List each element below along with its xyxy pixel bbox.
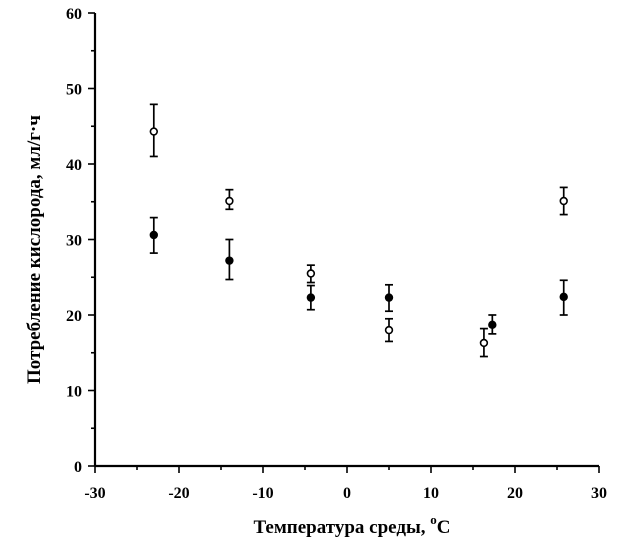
data-point-filled bbox=[149, 230, 158, 240]
series-open-circle bbox=[149, 103, 568, 358]
axes bbox=[93, 13, 599, 468]
y-axis-title: Потребление кислорода, мл/г·ч bbox=[24, 115, 45, 384]
x-tick-label: 30 bbox=[591, 485, 607, 502]
data-point-filled bbox=[559, 292, 568, 302]
y-tick-label: 10 bbox=[66, 384, 82, 401]
y-tick-label: 30 bbox=[66, 233, 82, 250]
data-point-open bbox=[559, 196, 568, 206]
x-axis-title-degree: o bbox=[430, 512, 437, 527]
x-tick-label: -20 bbox=[168, 485, 189, 502]
data-point-filled bbox=[306, 293, 316, 302]
y-tick-label: 0 bbox=[74, 459, 82, 476]
data-point-open bbox=[306, 269, 316, 278]
x-axis-title-unit: C bbox=[437, 517, 451, 538]
plot-series bbox=[149, 103, 568, 358]
x-axis-title: Температура среды, oC bbox=[253, 512, 450, 538]
x-tick-label: 20 bbox=[507, 485, 523, 502]
y-tick-label: 50 bbox=[66, 82, 82, 99]
x-tick-label: -10 bbox=[252, 485, 273, 502]
x-tick-label: -30 bbox=[84, 485, 105, 502]
data-point-open bbox=[225, 196, 234, 206]
x-tick-label: 10 bbox=[423, 485, 439, 502]
data-point-open bbox=[149, 127, 159, 136]
data-point-open bbox=[479, 338, 489, 348]
y-tick-label: 20 bbox=[66, 308, 82, 325]
data-point-filled bbox=[488, 320, 497, 330]
series-filled-circle bbox=[149, 216, 568, 335]
y-tick-label: 40 bbox=[66, 157, 82, 174]
x-tick-label: 0 bbox=[343, 485, 351, 502]
x-axis-ticks: -30 -20 -10 0 10 20 30 bbox=[84, 466, 607, 502]
x-axis-title-text: Температура среды, bbox=[253, 517, 430, 538]
data-point-filled bbox=[384, 293, 394, 302]
y-axis-ticks: 0 10 20 30 40 50 60 bbox=[66, 6, 95, 476]
data-point-open bbox=[384, 325, 394, 335]
y-tick-label: 60 bbox=[66, 6, 82, 23]
data-point-filled bbox=[225, 256, 234, 265]
